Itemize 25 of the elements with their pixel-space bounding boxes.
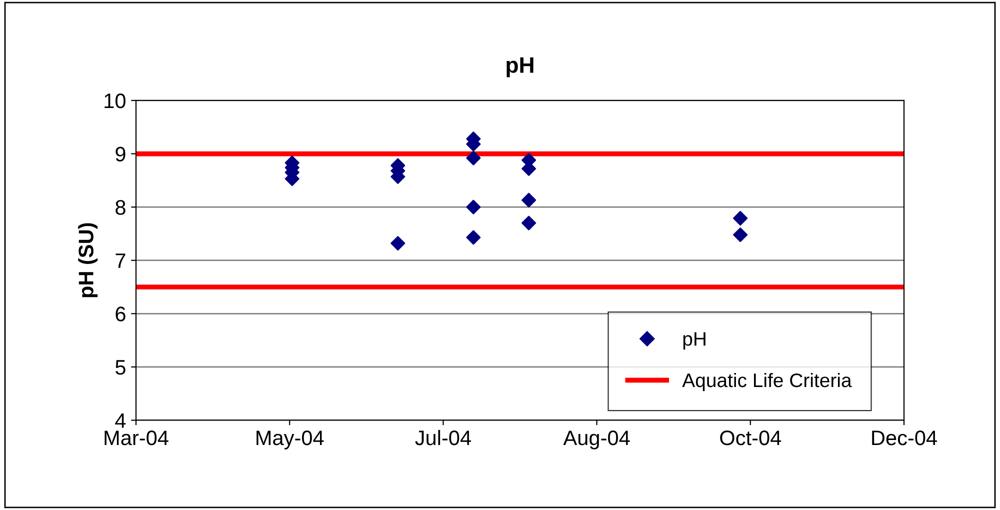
legend-label: pH	[683, 332, 706, 350]
point	[522, 216, 536, 230]
y-tick-label: 7	[116, 254, 126, 268]
x-tick-label: Oct-04	[720, 430, 782, 446]
y-tick-label: 10	[104, 93, 126, 108]
legend-label: Aquatic Life Criteria	[682, 372, 852, 392]
y-tick-label: 9	[116, 146, 126, 162]
y-tick-label: 4	[115, 413, 126, 428]
y-tick-label: 8	[116, 200, 126, 215]
y-tick-label: 6	[116, 306, 126, 322]
y-axis-title: pH (SU)	[78, 223, 98, 298]
x-tick-label: May-04	[256, 430, 324, 450]
x-tick-label: Mar-04	[104, 430, 168, 446]
point	[390, 236, 406, 251]
x-tick-label: Jul-04	[415, 430, 471, 446]
point	[522, 192, 536, 208]
point	[733, 227, 748, 242]
x-tick-label: Dec-04	[872, 430, 937, 446]
point	[466, 150, 481, 166]
chart-title: pH	[506, 57, 534, 78]
x-tick-label: Aug-04	[563, 430, 630, 450]
point	[733, 210, 748, 226]
y-tick-label: 5	[116, 360, 126, 375]
point	[466, 230, 481, 245]
point	[466, 200, 481, 214]
